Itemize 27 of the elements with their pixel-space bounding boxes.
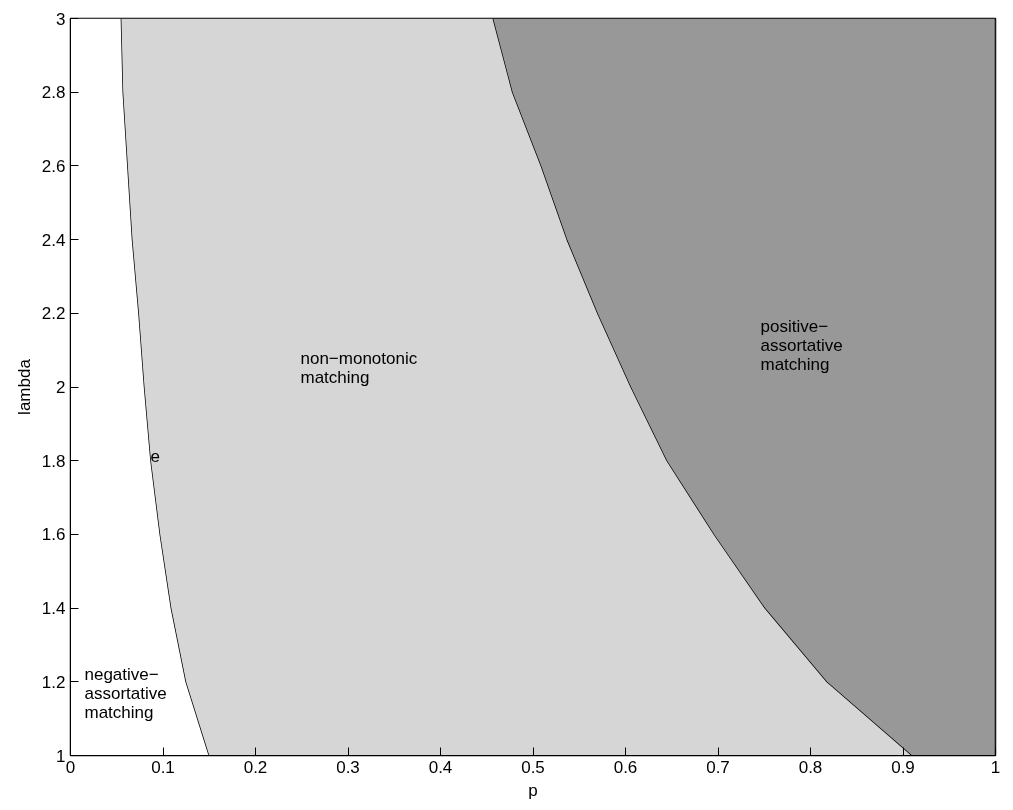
x-tick-label: 0.5 xyxy=(521,757,545,777)
y-axis-title: lambda xyxy=(14,358,34,415)
x-tick-label: 0.3 xyxy=(336,757,360,777)
y-tick-label: 3 xyxy=(56,9,66,29)
annotation: e xyxy=(150,446,160,466)
x-axis-title: p xyxy=(528,780,538,800)
annotation: positive− assortative matching xyxy=(760,317,843,374)
y-tick-label: 2.2 xyxy=(41,304,66,324)
annotation: negative− assortative matching xyxy=(84,665,167,722)
y-tick-label: 1.6 xyxy=(41,525,66,545)
x-tick-label: 0.6 xyxy=(613,757,638,777)
x-tick-label: 0 xyxy=(65,757,76,777)
x-tick-label: 0.9 xyxy=(891,757,915,777)
y-tick-label: 2.6 xyxy=(41,156,66,176)
y-tick-label: 1.2 xyxy=(41,672,66,692)
x-tick-label: 0.8 xyxy=(798,757,823,777)
x-tick-label: 0.4 xyxy=(428,757,453,777)
x-tick-label: 0.2 xyxy=(243,757,268,777)
y-tick-label: 2.8 xyxy=(41,83,66,103)
y-tick-label: 2 xyxy=(56,378,66,397)
y-tick-label: 2.4 xyxy=(41,230,66,250)
y-tick-label: 1.4 xyxy=(41,599,66,619)
annotation: non−monotonic matching xyxy=(300,348,418,387)
y-tick-label: 1.8 xyxy=(41,451,66,471)
x-tick-label: 0.7 xyxy=(706,757,730,777)
x-tick-label: 1 xyxy=(990,757,1001,777)
x-tick-label: 0.1 xyxy=(151,757,175,777)
